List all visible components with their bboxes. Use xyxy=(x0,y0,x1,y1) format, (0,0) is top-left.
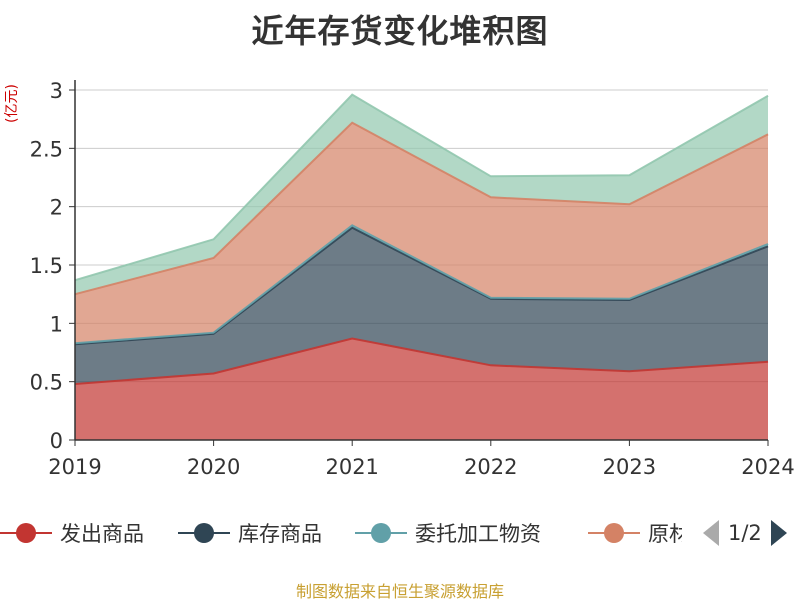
x-axis-ticks: 2019 2020 2021 2022 2023 2024 xyxy=(48,440,795,479)
x-tick-label: 2019 xyxy=(48,455,101,479)
x-tick-label: 2020 xyxy=(187,455,240,479)
y-tick-label: 3 xyxy=(50,79,63,103)
y-tick-label: 2 xyxy=(50,196,63,220)
legend-label: 发出商品 xyxy=(60,522,144,546)
area-series-0 xyxy=(75,338,768,440)
prev-page-icon[interactable] xyxy=(702,518,720,548)
stacked-area-chart: 2019 2020 2021 2022 2023 2024 0 0.5 1 1.5 2 2.5 3 xyxy=(30,79,795,479)
x-tick-label: 2021 xyxy=(325,455,378,479)
series-line-3 xyxy=(74,121,769,296)
legend-label: 库存商品 xyxy=(238,522,322,546)
legend-item-yuancailiao[interactable]: 原材料 xyxy=(588,515,682,551)
series-line-2 xyxy=(74,224,769,345)
y-tick-label: 1.5 xyxy=(30,254,63,278)
legend-marker-icon xyxy=(588,523,640,543)
legend-marker-icon xyxy=(355,523,407,543)
legend-label: 委托加工物资 xyxy=(415,522,541,546)
area-series xyxy=(75,94,768,440)
legend-item-kucun[interactable]: 库存商品 xyxy=(178,515,322,551)
legend-marker-icon xyxy=(178,523,230,543)
legend-page-indicator: 1/2 xyxy=(728,521,762,545)
series-lines xyxy=(74,93,769,385)
y-tick-label: 1 xyxy=(50,312,63,336)
series-line-0 xyxy=(74,337,769,385)
area-series-3 xyxy=(75,122,768,344)
area-series-4 xyxy=(75,94,768,295)
x-tick-label: 2024 xyxy=(741,455,794,479)
chart-title: 近年存货变化堆积图 xyxy=(251,12,549,50)
legend-item-fachu[interactable]: 发出商品 xyxy=(0,515,144,551)
legend-item-weituo[interactable]: 委托加工物资 xyxy=(355,515,541,551)
area-series-1 xyxy=(75,227,768,384)
y-axis-ticks: 0 0.5 1 1.5 2 2.5 3 xyxy=(30,79,75,453)
data-source-note: 制图数据来自恒生聚源数据库 xyxy=(295,582,504,601)
y-tick-label: 0.5 xyxy=(30,371,63,395)
legend-pager: 1/2 xyxy=(702,515,788,551)
y-tick-label: 2.5 xyxy=(30,137,63,161)
legend-marker-icon xyxy=(0,523,52,543)
x-tick-label: 2022 xyxy=(464,455,517,479)
axes xyxy=(74,80,768,441)
next-page-icon[interactable] xyxy=(770,518,788,548)
x-tick-label: 2023 xyxy=(603,455,656,479)
series-line-1 xyxy=(74,226,769,346)
legend: 发出商品 库存商品 委托加工物资 原材料 1/2 xyxy=(0,515,800,555)
y-tick-label: 0 xyxy=(50,429,63,453)
legend-label: 原材料 xyxy=(648,522,682,546)
series-line-4 xyxy=(74,93,769,282)
